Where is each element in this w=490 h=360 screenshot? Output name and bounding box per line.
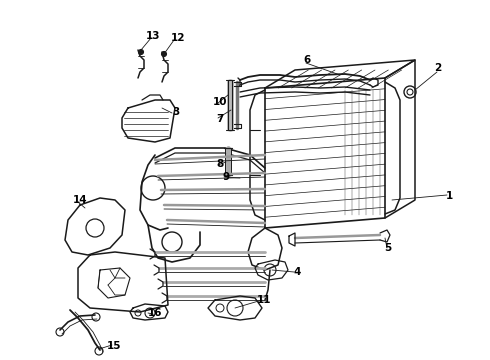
Text: 3: 3 (172, 107, 180, 117)
Text: 7: 7 (216, 114, 224, 124)
Text: 12: 12 (171, 33, 185, 43)
Circle shape (139, 50, 144, 54)
Text: 5: 5 (384, 243, 392, 253)
Text: 10: 10 (213, 97, 227, 107)
Circle shape (162, 51, 167, 57)
Text: 8: 8 (217, 159, 223, 169)
Text: 6: 6 (303, 55, 311, 65)
Text: 14: 14 (73, 195, 87, 205)
Text: 9: 9 (222, 172, 229, 182)
Text: 15: 15 (107, 341, 121, 351)
Text: 13: 13 (146, 31, 160, 41)
Text: 4: 4 (294, 267, 301, 277)
Text: 1: 1 (445, 191, 453, 201)
Text: 2: 2 (434, 63, 441, 73)
Text: 11: 11 (257, 295, 271, 305)
Text: 16: 16 (148, 308, 162, 318)
